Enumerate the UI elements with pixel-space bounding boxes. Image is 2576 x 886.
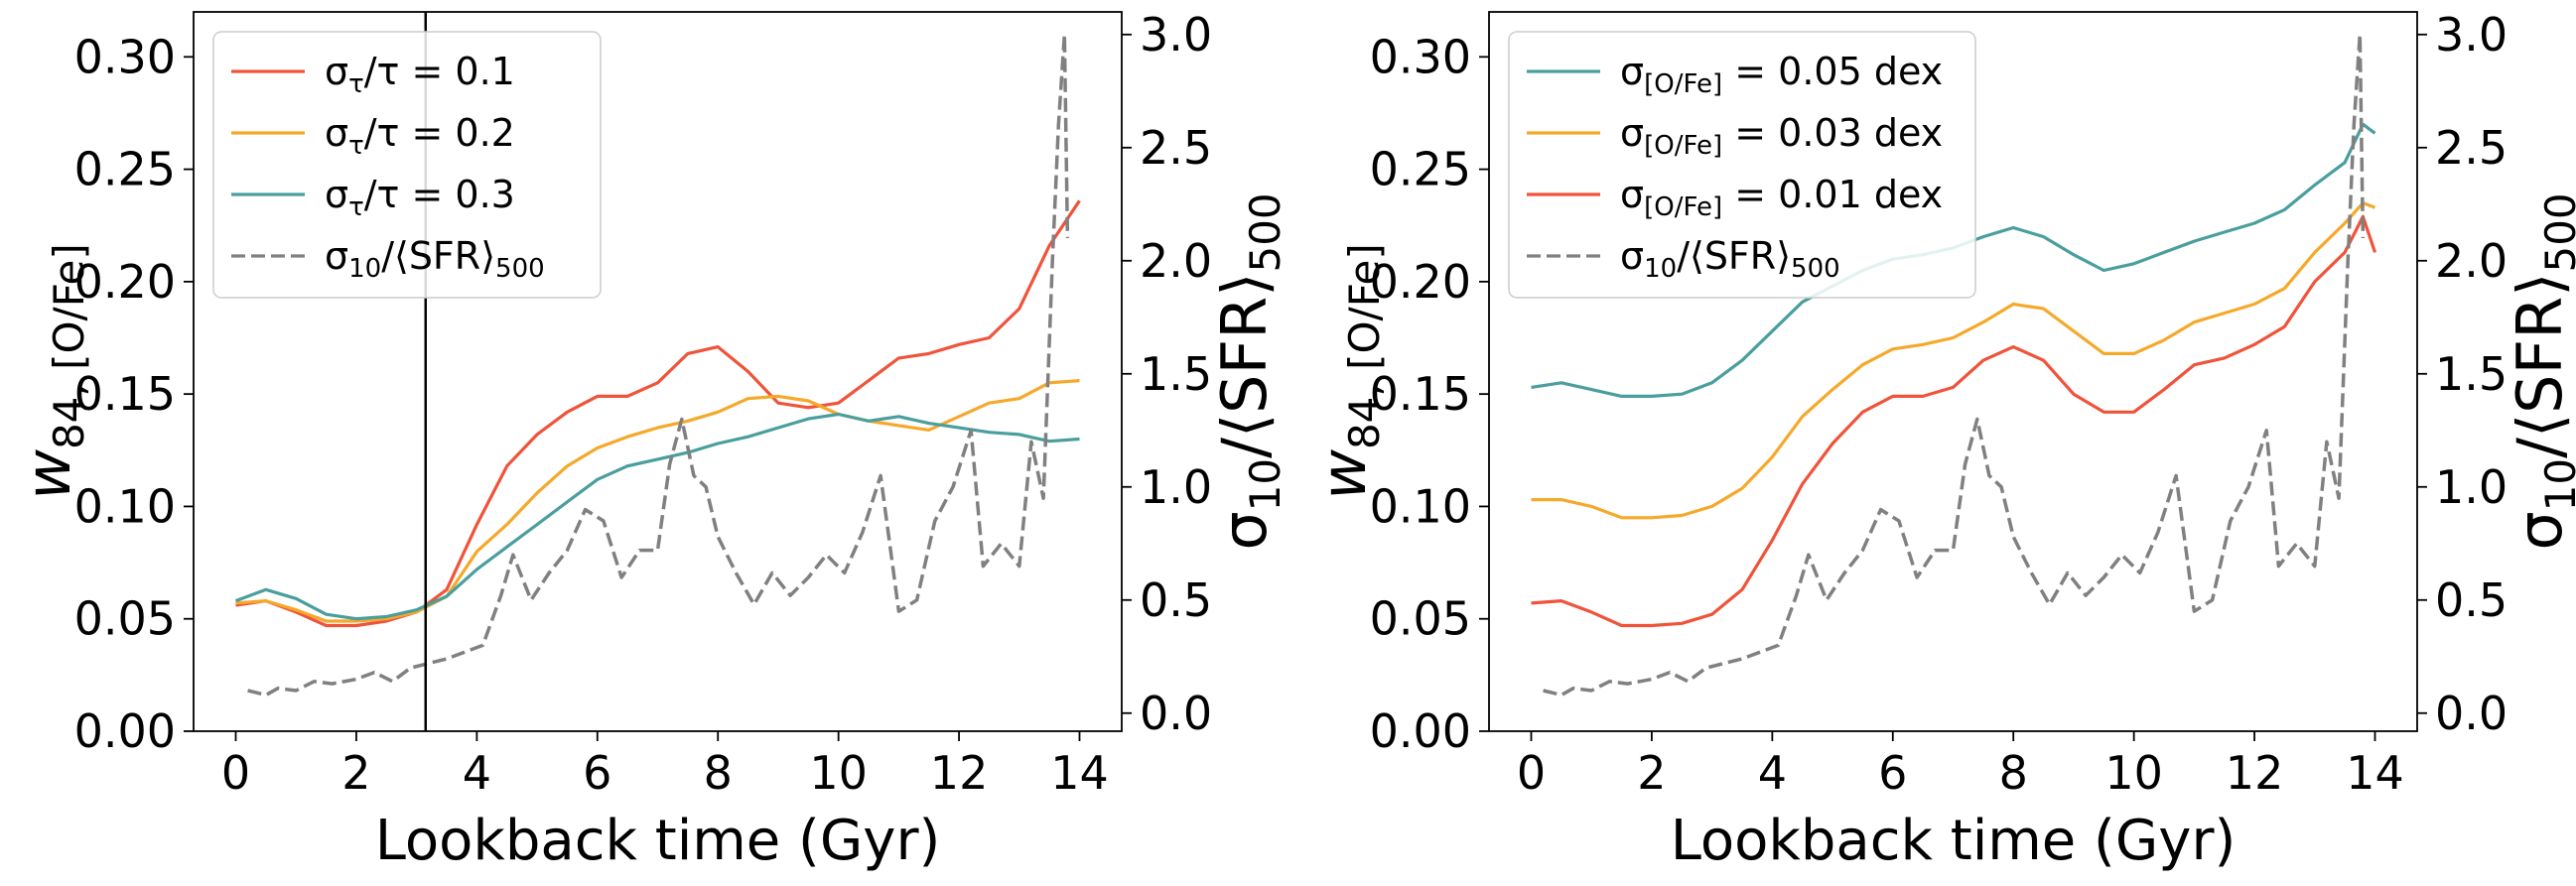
x-axis-title: Lookback time (Gyr) [375,809,941,873]
y-tick-label: 0.25 [74,143,176,196]
y2-tick-label: 0.5 [2435,573,2508,627]
x-tick-label: 0 [221,746,250,800]
legend-label: στ/τ = 0.2 [325,111,515,161]
legend: στ/τ = 0.1 στ/τ = 0.2 στ/τ = 0.3 σ10/⟨SFR⟩5… [212,31,602,299]
series-line-1 [1531,201,2376,520]
y-tick-label: 0.25 [1370,143,1471,196]
y2-axis-title: σ10/⟨SFR⟩500 [1208,192,1289,550]
y-tick-label: 0.30 [1370,30,1471,83]
x-tick-label: 8 [1999,746,2028,800]
y2-tick-label: 0.0 [1140,687,1212,740]
y-tick-label: 0.10 [74,479,176,533]
legend-label: σ[O/Fe] = 0.01 dex [1620,173,1943,222]
chart-panel-right: 0 2 4 6 8 10 12 14 0.00 0.05 0.10 0.15 0.20 0.25 0.30 0… [1307,8,2576,873]
y2-tick-label: 2.5 [2435,121,2508,175]
x-tick-label: 12 [930,746,989,800]
series-line-0 [235,199,1081,628]
legend-label: στ/τ = 0.1 [325,50,515,99]
legend: σ[O/Fe] = 0.05 dex σ[O/Fe] = 0.03 dex σ[O/… [1508,31,1976,299]
y-tick-label: 0.20 [74,255,176,309]
series-line-3 [1543,33,2366,697]
y2-tick-label: 2.0 [2435,234,2508,288]
legend-label: σ10/⟨SFR⟩500 [1620,234,1840,284]
legend-label: στ/τ = 0.3 [325,173,515,222]
y-tick-label: 0.15 [74,367,176,421]
x-tick-label: 6 [1878,746,1907,800]
x-tick-label: 14 [1050,746,1109,800]
y-tick-label: 0.15 [1370,367,1471,421]
y2-tick-label: 2.5 [1140,121,1212,175]
y2-tick-label: 3.0 [1140,8,1212,62]
series-line-2 [234,412,1080,621]
x-tick-label: 2 [1637,746,1666,800]
y-axis-title: w84, [O/Fe] [12,243,93,500]
y-tick-label: 0.20 [1370,255,1471,309]
series-line-1 [235,379,1080,623]
y2-tick-label: 3.0 [2435,8,2508,62]
series-line-3 [247,33,1070,697]
x-tick-label: 4 [463,746,491,800]
legend-box [1508,31,1976,299]
y-tick-label: 0.00 [1370,704,1471,758]
chart-panel-left: 0 2 4 6 8 10 12 14 0.00 0.05 0.10 0.15 0.20 0.25 0.30 0… [12,8,1289,873]
y2-tick-label: 2.0 [1140,234,1212,288]
x-tick-label: 14 [2346,746,2404,800]
x-tick-label: 4 [1758,746,1787,800]
y2-tick-label: 0.0 [2435,687,2508,740]
legend-box [212,31,602,299]
x-tick-label: 0 [1517,746,1546,800]
legend-label: σ10/⟨SFR⟩500 [325,234,545,284]
x-tick-label: 10 [809,746,868,800]
x-axis-title: Lookback time (Gyr) [1671,809,2237,873]
legend-label: σ[O/Fe] = 0.03 dex [1620,111,1943,161]
series-line-2 [1531,214,2377,628]
plot-frame [1488,11,2418,732]
x-tick-label: 10 [2104,746,2163,800]
y-tick-label: 0.10 [1370,479,1471,533]
y2-tick-label: 1.0 [1140,460,1212,514]
y2-axis-title: σ10/⟨SFR⟩500 [2504,192,2576,550]
y2-tick-label: 0.5 [1140,573,1212,627]
x-tick-label: 8 [704,746,733,800]
legend-label: σ[O/Fe] = 0.05 dex [1620,50,1943,99]
y2-tick-label: 1.0 [2435,460,2508,514]
x-tick-label: 12 [2226,746,2284,800]
y-tick-label: 0.05 [1370,592,1471,646]
y-tick-label: 0.30 [74,30,176,83]
x-tick-label: 2 [341,746,370,800]
plot-frame [193,11,1123,732]
y2-tick-label: 1.5 [2435,347,2508,401]
x-tick-label: 6 [583,746,611,800]
y-tick-label: 0.05 [74,592,176,646]
y-axis-title: w84, [O/Fe] [1307,243,1389,500]
y2-tick-label: 1.5 [1140,347,1212,401]
y-tick-label: 0.00 [74,704,176,758]
